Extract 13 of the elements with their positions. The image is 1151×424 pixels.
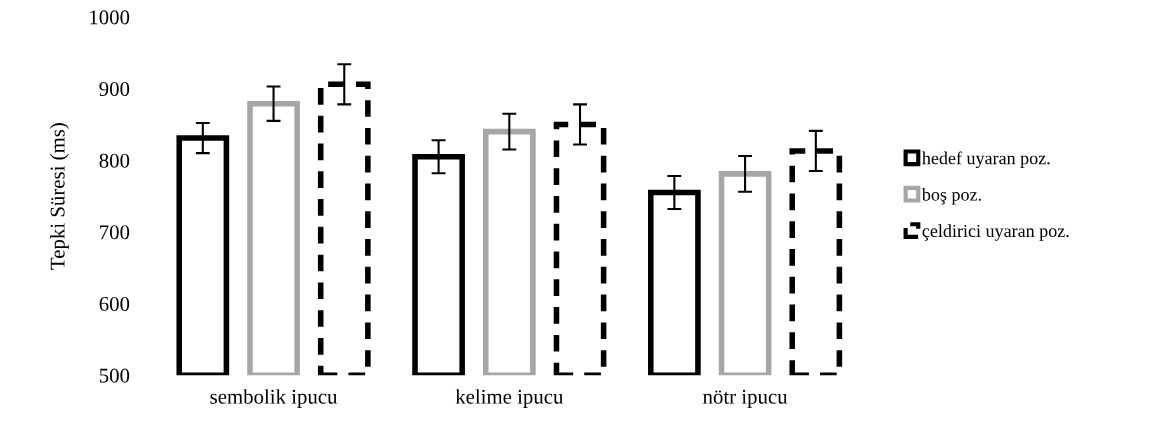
x-tick-label: sembolik ipucu [210,389,338,409]
legend-label: boş poz. [921,188,981,205]
y-axis-title: Tepki Süresi (ms) [49,123,69,270]
y-tick-label: 1000 [90,10,130,25]
x-tick-label: nötr ipucu [703,389,788,409]
y-tick-label: 900 [99,81,130,97]
y-tick-label: 500 [99,368,130,383]
x-tick-label: kelime ipucu [455,389,564,409]
y-tick-label: 700 [100,225,130,240]
y-tick-label: 800 [99,153,130,168]
legend-label: çeldirici uyaran poz. [922,224,1069,241]
legend-label: hedef uyaran poz. [922,151,1050,169]
y-tick-label: 600 [99,296,130,312]
